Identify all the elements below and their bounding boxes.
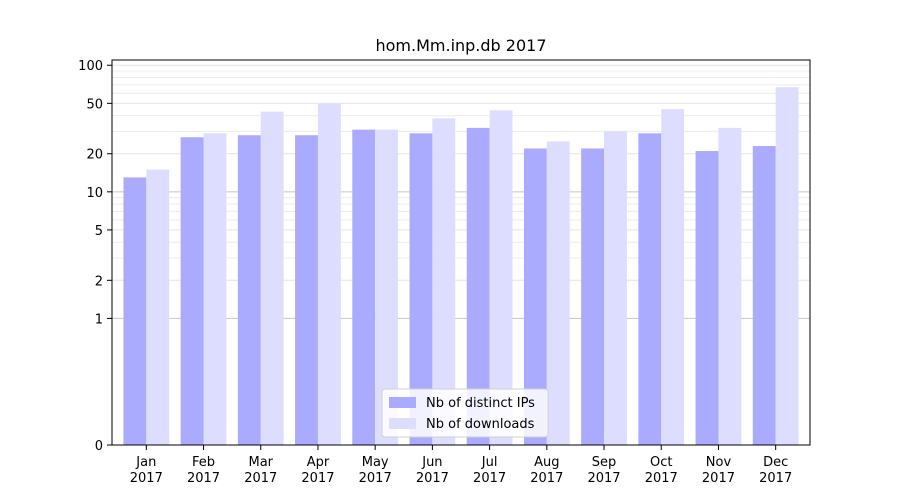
- y-tick-label: 10: [86, 186, 103, 201]
- bar-downloads: [146, 169, 170, 445]
- legend-swatch-distinct-ips: [389, 397, 416, 408]
- x-tick-label-month: Dec: [763, 455, 788, 470]
- bar-downloads: [432, 118, 456, 445]
- x-tick-label-month: Sep: [592, 455, 617, 470]
- x-tick-label-month: Jun: [421, 455, 442, 470]
- bar-distinct-ips: [581, 148, 605, 445]
- y-tick-label: 2: [95, 274, 103, 289]
- bar-distinct-ips: [523, 148, 547, 445]
- bar-downloads: [489, 110, 513, 445]
- bar-downloads: [546, 141, 570, 445]
- y-tick-label: 50: [86, 97, 103, 112]
- y-tick-label: 100: [78, 59, 103, 74]
- x-tick-label-month: Aug: [534, 455, 559, 470]
- x-tick-label-month: Nov: [706, 455, 732, 470]
- legend-box: [381, 388, 549, 438]
- x-tick-label-month: Feb: [192, 455, 215, 470]
- x-tick-label-year: 2017: [473, 471, 506, 486]
- bar-distinct-ips: [638, 133, 662, 445]
- y-tick-label: 20: [86, 148, 103, 163]
- bar-downloads: [661, 109, 685, 446]
- x-tick-label-year: 2017: [587, 471, 620, 486]
- x-tick-label-year: 2017: [416, 471, 449, 486]
- bar-downloads: [260, 111, 284, 445]
- x-tick-label-year: 2017: [301, 471, 334, 486]
- bar-distinct-ips: [180, 137, 204, 446]
- bar-distinct-ips: [237, 135, 261, 445]
- bar-downloads: [775, 87, 799, 445]
- bar-downloads: [317, 103, 341, 445]
- x-tick-label-year: 2017: [759, 471, 792, 486]
- x-tick-label-month: Oct: [650, 455, 672, 470]
- x-tick-label-year: 2017: [244, 471, 277, 486]
- chart-title: hom.Mm.inp.db 2017: [375, 36, 546, 55]
- bar-distinct-ips: [123, 177, 147, 446]
- legend-label-downloads: Nb of downloads: [426, 417, 535, 432]
- x-tick-label-year: 2017: [530, 471, 563, 486]
- plot-frame: [111, 59, 811, 446]
- bar-downloads: [604, 131, 627, 445]
- x-tick-label-year: 2017: [645, 471, 678, 486]
- bar-distinct-ips: [466, 127, 490, 445]
- y-tick-label: 5: [95, 224, 103, 239]
- bar-downloads: [718, 127, 742, 445]
- y-tick-label: 1: [95, 312, 103, 327]
- bar-downloads: [203, 133, 227, 445]
- bar-distinct-ips: [295, 135, 318, 445]
- bar-downloads: [375, 129, 399, 445]
- x-tick-label-year: 2017: [702, 471, 735, 486]
- legend-swatch-downloads: [389, 418, 416, 429]
- bar-distinct-ips: [752, 146, 776, 445]
- x-tick-label-month: Mar: [248, 455, 273, 470]
- x-tick-label-month: Jul: [481, 455, 498, 470]
- x-tick-label-year: 2017: [187, 471, 220, 486]
- bar-distinct-ips: [695, 151, 719, 445]
- y-tick-label: 0: [95, 439, 103, 454]
- bar-distinct-ips: [352, 129, 376, 445]
- legend-label-distinct-ips: Nb of distinct IPs: [426, 396, 535, 411]
- x-tick-label-year: 2017: [130, 471, 163, 486]
- x-tick-label-year: 2017: [359, 471, 392, 486]
- x-tick-label-month: Jan: [135, 455, 156, 470]
- x-tick-label-month: May: [362, 455, 389, 470]
- x-tick-label-month: Apr: [307, 455, 330, 470]
- bar-distinct-ips: [409, 133, 433, 445]
